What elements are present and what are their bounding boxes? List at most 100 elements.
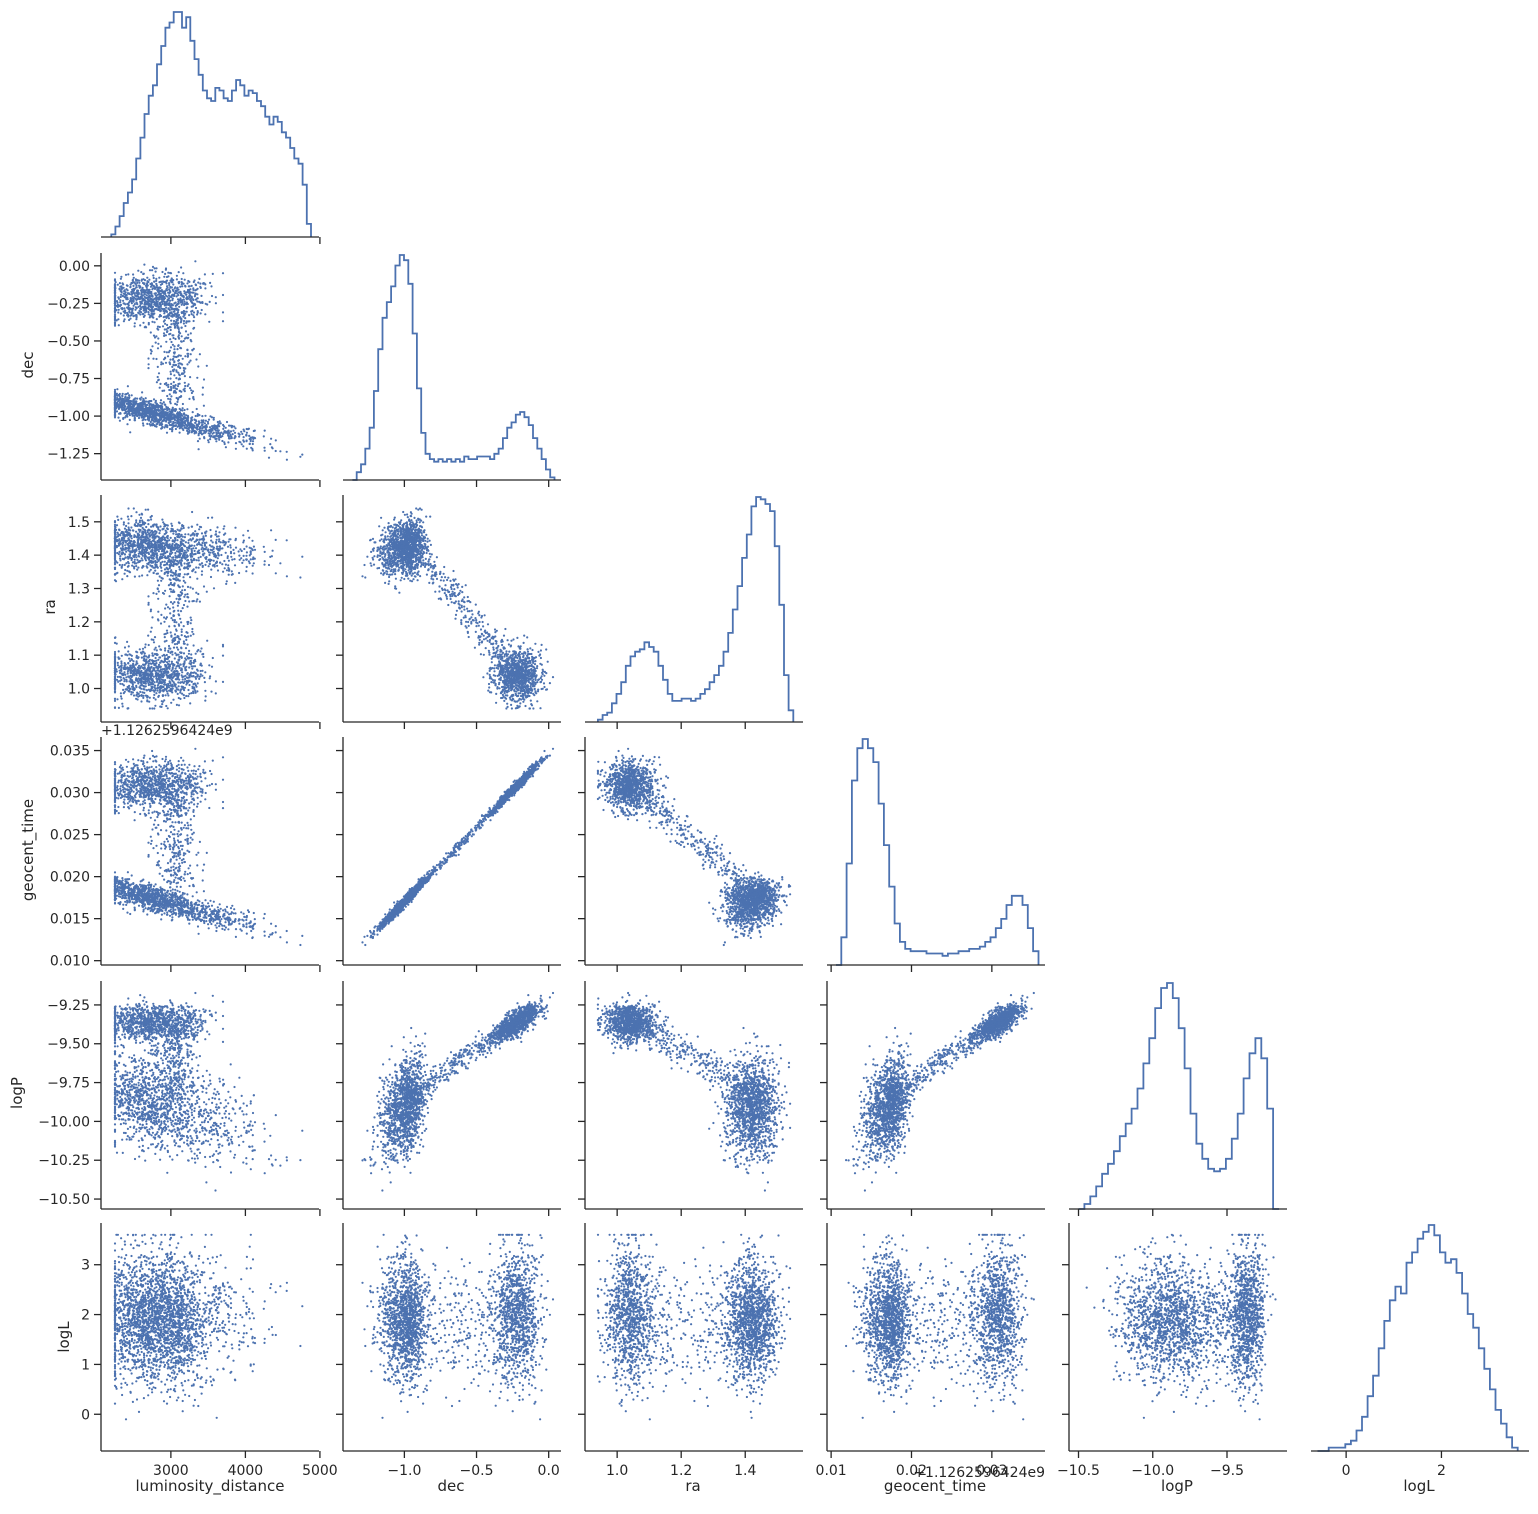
scatter-point <box>181 285 183 287</box>
scatter-point <box>188 398 190 400</box>
scatter-points-dec-vs-luminosity_distance <box>114 260 304 461</box>
scatter-point <box>157 329 159 331</box>
scatter-point <box>218 439 220 441</box>
scatter-point <box>187 303 189 305</box>
scatter-point <box>164 323 166 325</box>
scatter-point <box>180 266 182 268</box>
scatter-point <box>234 432 236 434</box>
scatter-point <box>157 343 159 345</box>
scatter-point <box>174 338 176 340</box>
scatter-point <box>227 441 229 443</box>
scatter-point <box>235 442 237 444</box>
scatter-point <box>170 386 172 388</box>
scatter-point <box>299 456 301 458</box>
scatter-point <box>246 428 248 430</box>
scatter-point <box>122 300 124 302</box>
scatter-point <box>196 300 198 302</box>
scatter-point <box>190 353 192 355</box>
scatter-point <box>177 385 179 387</box>
scatter-point <box>166 384 168 386</box>
scatter-point <box>171 430 173 432</box>
scatter-point <box>197 312 199 314</box>
scatter-point <box>164 319 166 321</box>
scatter-point <box>176 278 178 280</box>
scatter-point <box>137 270 139 272</box>
scatter-point <box>173 381 175 383</box>
scatter-point <box>184 355 186 357</box>
scatter-point <box>176 275 178 277</box>
scatter-point <box>190 332 192 334</box>
scatter-point <box>203 405 205 407</box>
scatter-point <box>248 435 250 437</box>
scatter-point <box>158 372 160 374</box>
scatter-point <box>199 427 201 429</box>
scatter-point <box>211 425 213 427</box>
scatter-point <box>197 282 199 284</box>
scatter-point <box>176 401 178 403</box>
scatter-point <box>142 422 144 424</box>
scatter-point <box>167 355 169 357</box>
scatter-point <box>195 284 197 286</box>
scatter-point <box>182 358 184 360</box>
scatter-point <box>195 307 197 309</box>
scatter-point <box>150 352 152 354</box>
scatter-point <box>204 415 206 417</box>
scatter-point <box>156 381 158 383</box>
scatter-point <box>224 443 226 445</box>
scatter-point <box>215 302 217 304</box>
scatter-point <box>179 332 181 334</box>
scatter-point <box>209 301 211 303</box>
scatter-point <box>173 374 175 376</box>
scatter-point <box>185 330 187 332</box>
scatter-point <box>225 427 227 429</box>
scatter-point <box>204 422 206 424</box>
scatter-point <box>182 403 184 405</box>
scatter-point <box>194 260 196 262</box>
scatter-point <box>208 321 210 323</box>
scatter-point <box>165 307 167 309</box>
scatter-point <box>165 362 167 364</box>
scatter-point <box>116 397 118 399</box>
scatter-point <box>129 419 131 421</box>
scatter-point <box>183 320 185 322</box>
scatter-point <box>144 296 146 298</box>
panel-luminosity_distance-vs-luminosity_distance <box>101 12 320 244</box>
scatter-point <box>215 440 217 442</box>
scatter-point <box>120 276 122 278</box>
scatter-point <box>140 271 142 273</box>
scatter-point <box>116 388 118 390</box>
scatter-point <box>199 283 201 285</box>
scatter-point <box>188 428 190 430</box>
scatter-point <box>189 376 191 378</box>
scatter-point <box>114 325 116 327</box>
scatter-point <box>175 428 177 430</box>
scatter-point <box>143 264 145 266</box>
scatter-point <box>178 374 180 376</box>
scatter-point <box>155 358 157 360</box>
scatter-point <box>275 450 277 452</box>
scatter-point <box>202 394 204 396</box>
scatter-point <box>173 348 175 350</box>
scatter-point <box>147 367 149 369</box>
scatter-point <box>206 365 208 367</box>
scatter-point <box>200 295 202 297</box>
scatter-point <box>242 445 244 447</box>
scatter-point <box>169 359 171 361</box>
scatter-point <box>138 417 140 419</box>
scatter-point <box>146 277 148 279</box>
scatter-point <box>166 432 168 434</box>
scatter-point <box>152 274 154 276</box>
scatter-point <box>185 322 187 324</box>
scatter-point <box>184 367 186 369</box>
scatter-point <box>173 345 175 347</box>
scatter-point <box>155 280 157 282</box>
scatter-point <box>198 448 200 450</box>
scatter-point <box>156 318 158 320</box>
scatter-point <box>173 320 175 322</box>
scatter-point <box>231 425 233 427</box>
scatter-point <box>150 349 152 351</box>
histogram-luminosity_distance <box>111 12 311 237</box>
scatter-point <box>138 282 140 284</box>
scatter-point <box>178 306 180 308</box>
scatter-point <box>126 423 128 425</box>
